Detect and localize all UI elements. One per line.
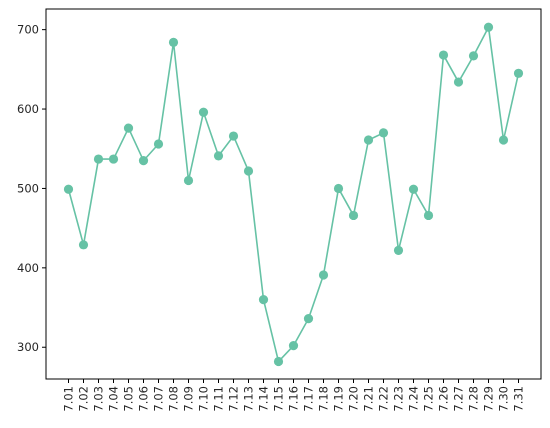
data-point (303, 314, 314, 324)
y-tick-label: 500 (17, 181, 39, 195)
series-layer (63, 22, 524, 367)
data-point (288, 341, 299, 351)
data-point (378, 128, 389, 138)
x-tick-label: 7.11 (212, 386, 226, 412)
y-axis-ticks: 300 400 500 600 700 (17, 23, 46, 354)
data-point (318, 270, 329, 280)
x-tick-label: 7.21 (362, 386, 376, 412)
x-tick-label: 7.30 (497, 386, 511, 412)
data-point (468, 51, 479, 61)
data-point (453, 77, 464, 87)
x-tick-label: 7.29 (482, 386, 496, 412)
data-point (348, 210, 359, 221)
data-point (213, 151, 224, 161)
data-point (108, 154, 119, 164)
data-point (423, 210, 434, 221)
x-tick-label: 7.09 (182, 386, 196, 412)
data-point (123, 123, 134, 133)
x-tick-label: 7.23 (392, 386, 406, 412)
y-tick-label: 700 (17, 23, 39, 37)
x-tick-label: 7.13 (242, 386, 256, 412)
y-tick-label: 300 (17, 340, 39, 354)
x-tick-label: 7.01 (62, 386, 76, 412)
x-tick-label: 7.19 (332, 386, 346, 412)
x-tick-label: 7.03 (92, 386, 106, 412)
x-tick-label: 7.16 (287, 386, 301, 412)
data-point (363, 135, 374, 145)
x-tick-label: 7.18 (317, 386, 331, 412)
x-tick-label: 7.07 (152, 386, 166, 412)
data-point (168, 37, 179, 47)
x-tick-label: 7.10 (197, 386, 211, 412)
data-point (243, 166, 254, 176)
data-point (93, 154, 104, 164)
x-tick-label: 7.14 (257, 386, 271, 412)
data-point (153, 139, 164, 149)
x-tick-label: 7.08 (167, 386, 181, 412)
x-tick-label: 7.27 (452, 386, 466, 412)
x-tick-label: 7.22 (377, 386, 391, 412)
x-tick-label: 7.24 (407, 386, 421, 412)
x-axis-ticks: 7.01 7.02 7.03 7.04 7.05 7.06 7.07 7.08 7.09 7.10… (62, 379, 526, 412)
series-line (67, 26, 520, 363)
data-point (408, 184, 419, 194)
data-point (438, 50, 449, 60)
data-point (483, 22, 494, 32)
data-point (513, 68, 524, 78)
x-tick-label: 7.28 (467, 386, 481, 412)
data-point (258, 295, 269, 305)
x-tick-label: 7.26 (437, 386, 451, 412)
data-point (393, 245, 404, 255)
x-tick-label: 7.31 (512, 386, 526, 412)
data-point (228, 131, 239, 141)
data-point (498, 135, 509, 145)
x-tick-label: 7.17 (302, 386, 316, 412)
data-point (198, 107, 209, 117)
x-tick-label: 7.04 (107, 386, 121, 412)
data-point (273, 356, 284, 367)
data-point (333, 183, 344, 194)
y-tick-label: 600 (17, 102, 39, 116)
data-point (63, 184, 74, 194)
data-point (78, 240, 89, 250)
x-tick-label: 7.05 (122, 386, 136, 412)
x-tick-label: 7.20 (347, 386, 361, 412)
y-tick-label: 400 (17, 261, 39, 275)
plot-area-frame (45, 8, 542, 380)
x-tick-label: 7.25 (422, 386, 436, 412)
data-point (183, 175, 194, 186)
x-tick-label: 7.15 (272, 386, 286, 412)
x-tick-label: 7.02 (77, 386, 91, 412)
x-tick-label: 7.06 (137, 386, 151, 412)
data-point (138, 156, 149, 166)
x-tick-label: 7.12 (227, 386, 241, 412)
